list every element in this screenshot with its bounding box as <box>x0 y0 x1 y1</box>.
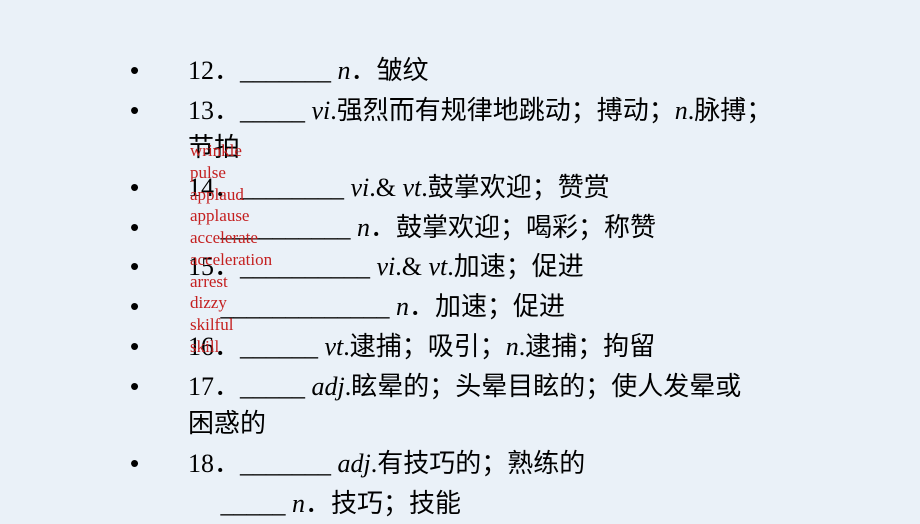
answer: wrinkle <box>190 140 272 162</box>
bullet: • <box>130 368 188 404</box>
text: 13．_____ vi.强烈而有规律地跳动；搏动；n.脉搏；节拍 <box>188 92 860 167</box>
text: __________ n．鼓掌欢迎；喝彩；称赞 <box>188 209 860 247</box>
bullet: • <box>130 445 188 481</box>
text: 15．__________ vi.& vt.加速；促进 <box>188 248 860 286</box>
bullet <box>130 485 188 521</box>
bullet: • <box>130 52 188 88</box>
answer: dizzy <box>190 292 272 314</box>
bullet: • <box>130 169 188 205</box>
bullet: • <box>130 328 188 364</box>
answer: skill <box>190 336 272 358</box>
bullet: • <box>130 92 188 128</box>
text: 16．______ vt.逮捕；吸引；n.逮捕；拘留 <box>188 328 860 366</box>
answer: acceleration <box>190 249 272 271</box>
text: 12．_______ n．皱纹 <box>188 52 860 90</box>
answer: arrest <box>190 271 272 293</box>
item-18: • 18．_______ adj.有技巧的；熟练的 <box>130 445 860 483</box>
text: 18．_______ adj.有技巧的；熟练的 <box>188 445 860 483</box>
bullet: • <box>130 209 188 245</box>
answer: accelerate <box>190 227 272 249</box>
answer: applause <box>190 205 272 227</box>
text: 17．_____ adj.眩晕的；头晕目眩的；使人发晕或困惑的 <box>188 368 860 443</box>
item-12: • 12．_______ n．皱纹 <box>130 52 860 90</box>
text: 14．________ vi.& vt.鼓掌欢迎；赞赏 <box>188 169 860 207</box>
answer: applaud <box>190 184 272 206</box>
answer: pulse <box>190 162 272 184</box>
item-18b: _____ n．技巧；技能 <box>130 485 860 523</box>
bullet: • <box>130 288 188 324</box>
answer: skilful <box>190 314 272 336</box>
text: _____ n．技巧；技能 <box>188 485 860 523</box>
answers-overlay: wrinkle pulse applaud applause accelerat… <box>190 140 272 358</box>
bullet: • <box>130 248 188 284</box>
item-17: • 17．_____ adj.眩晕的；头晕目眩的；使人发晕或困惑的 <box>130 368 860 443</box>
text: _____________ n．加速；促进 <box>188 288 860 326</box>
